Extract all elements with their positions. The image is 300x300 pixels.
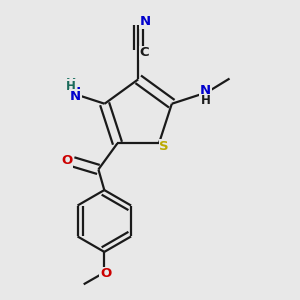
Text: O: O: [61, 154, 73, 167]
Text: C: C: [139, 46, 149, 59]
Text: H: H: [201, 94, 210, 107]
Text: N: N: [70, 86, 81, 99]
Text: N: N: [140, 15, 151, 28]
Text: S: S: [160, 140, 169, 153]
Text: O: O: [100, 268, 111, 281]
Text: N: N: [70, 90, 81, 103]
Text: N: N: [200, 84, 211, 97]
Text: H: H: [66, 80, 76, 93]
Text: H: H: [66, 77, 76, 90]
